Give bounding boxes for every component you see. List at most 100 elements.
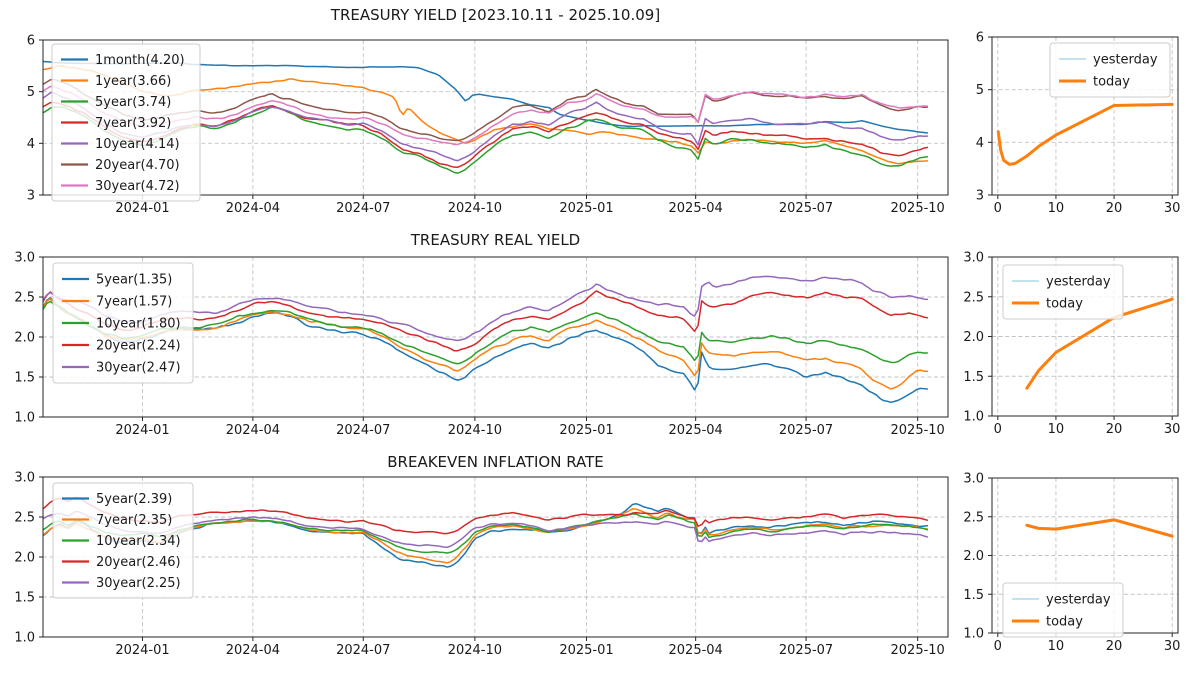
x-tick-label: 2024-10	[448, 423, 502, 438]
axes-frame	[42, 39, 949, 196]
treasury-yield-timeseries-chart: 2024-01 2024-04 2024-07 2024-10 2025-01 2025-…	[27, 34, 949, 217]
x-tick-label: 20	[1106, 639, 1123, 654]
series-today	[996, 102, 1174, 166]
y-tick-label: 1.0	[14, 631, 35, 646]
y-tick-label: 1.5	[963, 370, 984, 385]
legend-label: 5year(2.39)	[96, 492, 172, 507]
y-tick-label: 2.0	[14, 331, 35, 346]
x-tick-label: 30	[1164, 422, 1181, 437]
x-tick-label: 2024-01	[115, 201, 169, 216]
y-tick-label: 6	[976, 31, 984, 46]
x-tick-label: 30	[1164, 639, 1181, 654]
legend-label: today	[1046, 297, 1083, 312]
x-tick-label: 2025-07	[779, 423, 833, 438]
ticks: 2024-01 2024-04 2024-07 2024-10 2025-01 2025-…	[27, 34, 945, 217]
y-tick-label: 3.0	[963, 472, 984, 487]
x-tick-label: 20	[1106, 201, 1123, 216]
y-tick-label: 1.5	[963, 588, 984, 603]
legend-label: 30year(2.47)	[96, 361, 181, 376]
legend-label: 10year(2.34)	[96, 534, 181, 549]
y-tick-label: 1.5	[14, 591, 35, 606]
ticks: 2024-01 2024-04 2024-07 2024-10 2025-01 2025-…	[14, 471, 945, 659]
y-tick-label: 2.0	[14, 551, 35, 566]
legend-label: 20year(2.46)	[96, 555, 181, 570]
ticks: 2024-01 2024-04 2024-07 2024-10 2025-01 2025-…	[14, 251, 945, 439]
legend-label: 20year(4.70)	[95, 158, 180, 173]
legend: 5year(1.35) 7year(1.57) 10year(1.80) 20year…	[52, 262, 194, 384]
ticks: 0 10 20 30 3 4 5 6	[976, 31, 1181, 217]
series-group	[1025, 297, 1174, 390]
legend-label: 10year(4.14)	[95, 137, 180, 152]
treasury-yield-title: TREASURY YIELD [2023.10.11 - 2025.10.09]	[330, 6, 661, 24]
y-tick-label: 1.0	[14, 411, 35, 426]
legend-label: yesterday	[1046, 275, 1111, 290]
y-tick-label: 2.5	[963, 510, 984, 525]
legend-label: yesterday	[1046, 593, 1111, 608]
x-tick-label: 2024-04	[226, 423, 280, 438]
legend-label: 20year(2.24)	[96, 339, 181, 354]
y-tick-label: 3.0	[963, 251, 984, 266]
legend-label: 7year(3.92)	[95, 116, 171, 131]
treasury-real-yield-title: TREASURY REAL YIELD	[410, 231, 581, 249]
legend-label: 5year(1.35)	[96, 273, 172, 288]
series-today	[1025, 518, 1174, 538]
x-tick-label: 0	[994, 422, 1002, 437]
series-group	[996, 102, 1174, 166]
y-tick-label: 2.0	[963, 549, 984, 564]
x-tick-label: 0	[994, 639, 1002, 654]
legend-label: 5year(3.74)	[95, 95, 171, 110]
x-tick-label: 2024-07	[336, 643, 390, 658]
x-tick-label: 2024-04	[226, 201, 280, 216]
y-tick-label: 3	[976, 189, 984, 204]
y-tick-label: 5	[976, 83, 984, 98]
series-yesterday	[997, 104, 1173, 165]
x-tick-label: 2025-07	[779, 643, 833, 658]
legend-label: 10year(1.80)	[96, 317, 181, 332]
y-tick-label: 5	[27, 85, 35, 100]
x-tick-label: 10	[1048, 201, 1065, 216]
y-tick-label: 4	[27, 137, 35, 152]
breakeven-inflation-curve-chart: 0 10 20 30 1.0 1.5 2.0 2.5 3.0 yesterday today	[963, 472, 1180, 655]
legend-label: 1year(3.66)	[95, 74, 171, 89]
ticks: 0 10 20 30 1.0 1.5 2.0 2.5 3.0	[963, 251, 1180, 438]
legend-label: 7year(2.35)	[96, 513, 172, 528]
y-tick-label: 1.5	[14, 371, 35, 386]
y-tick-label: 6	[27, 34, 35, 49]
legend: yesterday today	[1002, 264, 1124, 320]
treasury-yield-curve-chart: 0 10 20 30 3 4 5 6 yesterday today	[976, 31, 1181, 217]
y-tick-label: 2.5	[14, 511, 35, 526]
y-tick-label: 2.5	[963, 290, 984, 305]
legend-label: yesterday	[1093, 53, 1158, 68]
x-tick-label: 2025-04	[669, 643, 723, 658]
x-tick-label: 2025-01	[559, 643, 613, 658]
breakeven-inflation-title: BREAKEVEN INFLATION RATE	[387, 453, 604, 471]
x-tick-label: 2025-10	[891, 201, 945, 216]
series-group	[1025, 518, 1174, 538]
legend-label: 30year(2.25)	[96, 576, 181, 591]
x-tick-label: 2025-01	[559, 423, 613, 438]
x-tick-label: 20	[1106, 422, 1123, 437]
x-tick-label: 2025-04	[669, 423, 723, 438]
x-tick-label: 2024-07	[336, 201, 390, 216]
y-tick-label: 2.5	[14, 291, 35, 306]
x-tick-label: 10	[1048, 422, 1065, 437]
x-tick-label: 2025-07	[779, 201, 833, 216]
treasury-real-yield-timeseries-chart: 2024-01 2024-04 2024-07 2024-10 2025-01 2025-…	[14, 251, 949, 439]
legend-label: today	[1093, 75, 1130, 90]
x-tick-label: 2024-10	[448, 643, 502, 658]
legend: yesterday today	[1002, 582, 1124, 638]
y-tick-label: 3	[27, 189, 35, 204]
axes-frame	[991, 36, 1179, 196]
legend: 1month(4.20) 1year(3.66) 5year(3.74) 7year(…	[51, 43, 201, 202]
y-tick-label: 1.0	[963, 627, 984, 642]
x-tick-label: 2025-10	[891, 423, 945, 438]
x-tick-label: 2024-10	[448, 201, 502, 216]
series-today	[1025, 297, 1174, 390]
x-tick-label: 2024-04	[226, 643, 280, 658]
x-tick-label: 2024-07	[336, 423, 390, 438]
y-tick-label: 3.0	[14, 251, 35, 266]
x-tick-label: 10	[1048, 639, 1065, 654]
ticks: 0 10 20 30 1.0 1.5 2.0 2.5 3.0	[963, 472, 1180, 655]
legend-label: 7year(1.57)	[96, 295, 172, 310]
